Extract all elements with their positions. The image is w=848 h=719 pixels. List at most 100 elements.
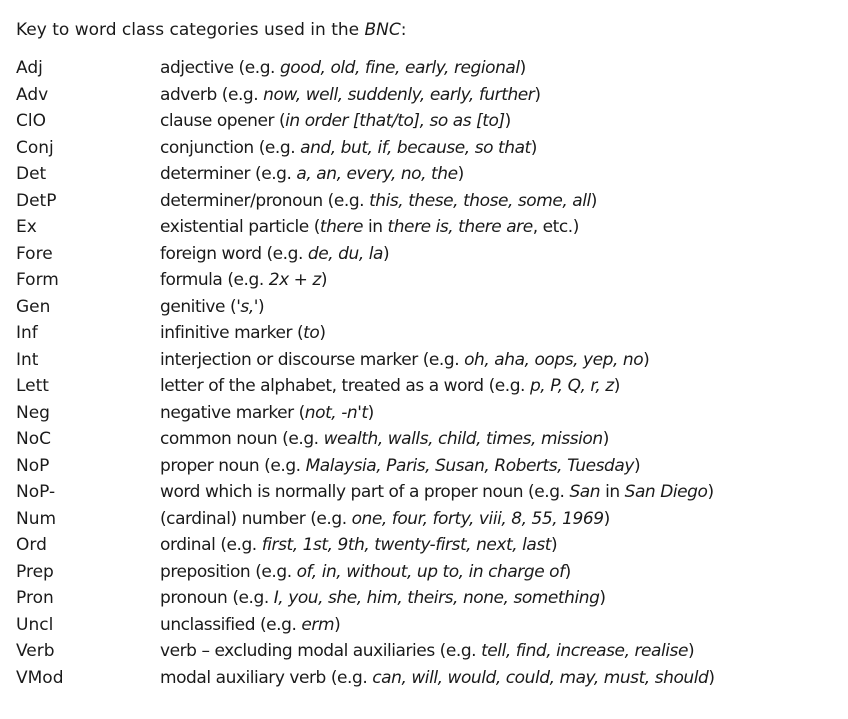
category-code: Neg <box>16 402 50 423</box>
category-row: Uncl unclassified (e.g. erm) <box>16 612 848 639</box>
example-words: in order [that/to], so as [to] <box>285 111 505 131</box>
category-row: Ord ordinal (e.g. first, 1st, 9th, twenty… <box>16 532 848 559</box>
category-row: Pron pronoun (e.g. I, you, she, him, thei… <box>16 585 848 612</box>
description-text: in <box>600 482 625 502</box>
category-code: Num <box>16 508 57 529</box>
category-description: letter of the alphabet, treated as a wor… <box>160 373 848 400</box>
description-text: foreign word (e.g. <box>160 243 308 264</box>
category-description: adverb (e.g. now, well, suddenly, early,… <box>160 82 848 109</box>
category-code: Lett <box>16 376 49 396</box>
category-description: adjective (e.g. good, old, fine, early, … <box>160 55 848 82</box>
category-description: common noun (e.g. wealth, walls, child, … <box>160 426 848 453</box>
example-words: Malaysia, Paris, Susan, Roberts, Tuesday <box>305 455 635 476</box>
category-row: Num (cardinal) number (e.g. one, four, fo… <box>16 506 848 533</box>
description-text: negative marker ( <box>160 402 305 423</box>
category-row: DetP determiner/pronoun (e.g. this, these… <box>16 188 848 215</box>
example-words: one, four, forty, viii, 8, 55, 1969 <box>351 508 604 529</box>
category-description: existential particle (there in there is,… <box>160 214 848 241</box>
category-description: formula (e.g. 2x + z) <box>160 267 848 294</box>
category-code: Det <box>16 164 47 184</box>
category-description: proper noun (e.g. Malaysia, Paris, Susan… <box>160 453 848 480</box>
category-code: Conj <box>16 137 54 158</box>
category-code: Adv <box>16 84 49 105</box>
description-text: ) <box>320 270 328 290</box>
description-text: ordinal (e.g. <box>160 535 262 555</box>
category-description: word which is normally part of a proper … <box>160 479 848 506</box>
example-words: first, 1st, 9th, twenty-first, next, las… <box>261 535 552 555</box>
example-words: erm <box>301 614 335 635</box>
example-words: de, du, la <box>307 243 384 264</box>
category-description: determiner/pronoun (e.g. this, these, th… <box>160 188 848 215</box>
category-row: Conj conjunction (e.g. and, but, if, beca… <box>16 135 848 162</box>
description-text: ) <box>707 482 714 502</box>
example-words: not, -n't <box>304 402 368 423</box>
example-words: to <box>303 323 320 343</box>
category-row: Lett letter of the alphabet, treated as a… <box>16 373 848 400</box>
category-row: Neg negative marker (not, -n't) <box>16 400 848 427</box>
description-text: modal auxiliary verb (e.g. <box>160 667 373 688</box>
example-words: tell, find, increase, realise <box>481 641 688 661</box>
category-code: Inf <box>16 323 38 343</box>
description-text: ) <box>319 323 326 343</box>
example-words: wealth, walls, child, times, mission <box>323 429 604 449</box>
description-text: letter of the alphabet, treated as a wor… <box>160 376 530 396</box>
category-code: ClO <box>16 111 46 131</box>
category-row: Inf infinitive marker (to) <box>16 320 848 347</box>
description-text: ) <box>530 137 538 158</box>
description-text: ) <box>504 111 512 131</box>
description-text: common noun (e.g. <box>160 429 324 449</box>
category-row: Adj adjective (e.g. good, old, fine, earl… <box>16 55 848 82</box>
category-description: pronoun (e.g. I, you, she, him, theirs, … <box>160 585 848 612</box>
category-list: Adj adjective (e.g. good, old, fine, earl… <box>16 55 848 691</box>
category-row: Verb verb – excluding modal auxiliaries (… <box>16 638 848 665</box>
category-code: Int <box>16 349 39 370</box>
description-text: ) <box>633 455 641 476</box>
description-text: verb – excluding modal auxiliaries (e.g. <box>160 641 482 661</box>
category-row: ClO clause opener (in order [that/to], so… <box>16 108 848 135</box>
example-words: 2x + z <box>268 270 322 290</box>
description-text: , etc.) <box>532 217 580 237</box>
description-text: word which is normally part of a proper … <box>160 482 570 502</box>
description-text: formula (e.g. <box>160 270 269 290</box>
description-text: proper noun (e.g. <box>160 455 306 476</box>
category-description: interjection or discourse marker (e.g. o… <box>160 347 848 374</box>
description-text: ) <box>519 58 527 78</box>
example-words: and, but, if, because, so that <box>300 137 531 158</box>
description-text: pronoun (e.g. <box>160 588 274 608</box>
description-text: ) <box>602 429 610 449</box>
category-description: foreign word (e.g. de, du, la) <box>160 241 848 268</box>
category-row: Adv adverb (e.g. now, well, suddenly, ear… <box>16 82 848 109</box>
category-code: Adj <box>16 58 43 78</box>
description-text: existential particle ( <box>160 217 320 237</box>
description-text: adjective (e.g. <box>160 58 280 78</box>
category-description: clause opener (in order [that/to], so as… <box>160 108 848 135</box>
category-code: Gen <box>16 296 51 317</box>
category-description: preposition (e.g. of, in, without, up to… <box>160 559 848 586</box>
description-text: conjunction (e.g. <box>160 137 301 158</box>
category-description: modal auxiliary verb (e.g. can, will, wo… <box>160 665 848 692</box>
title-suffix: : <box>400 20 407 40</box>
description-text: interjection or discourse marker (e.g. <box>160 349 465 370</box>
description-text: ) <box>603 508 611 529</box>
description-text: ) <box>551 535 558 555</box>
example-words: San Diego <box>624 482 708 502</box>
category-description: ordinal (e.g. first, 1st, 9th, twenty-fi… <box>160 532 848 559</box>
category-code: Uncl <box>16 614 54 635</box>
category-row: NoP-word which is normally part of a pro… <box>16 479 848 506</box>
category-row: Gen genitive ('s,') <box>16 294 848 321</box>
category-code: Ord <box>16 535 47 555</box>
category-description: negative marker (not, -n't) <box>160 400 848 427</box>
category-row: NoC common noun (e.g. wealth, walls, chil… <box>16 426 848 453</box>
description-text: ) <box>534 84 541 105</box>
category-code: NoC <box>16 429 51 449</box>
description-text: ) <box>613 376 621 396</box>
description-text: ) <box>708 667 715 688</box>
example-words: p, P, Q, r, z <box>529 376 614 396</box>
description-text: ) <box>457 164 465 184</box>
category-code: Prep <box>16 561 54 582</box>
category-code: Verb <box>16 641 55 661</box>
category-code: Form <box>16 270 59 290</box>
example-words: I, you, she, him, theirs, none, somethin… <box>273 588 600 608</box>
title-corpus: BNC <box>364 20 401 40</box>
